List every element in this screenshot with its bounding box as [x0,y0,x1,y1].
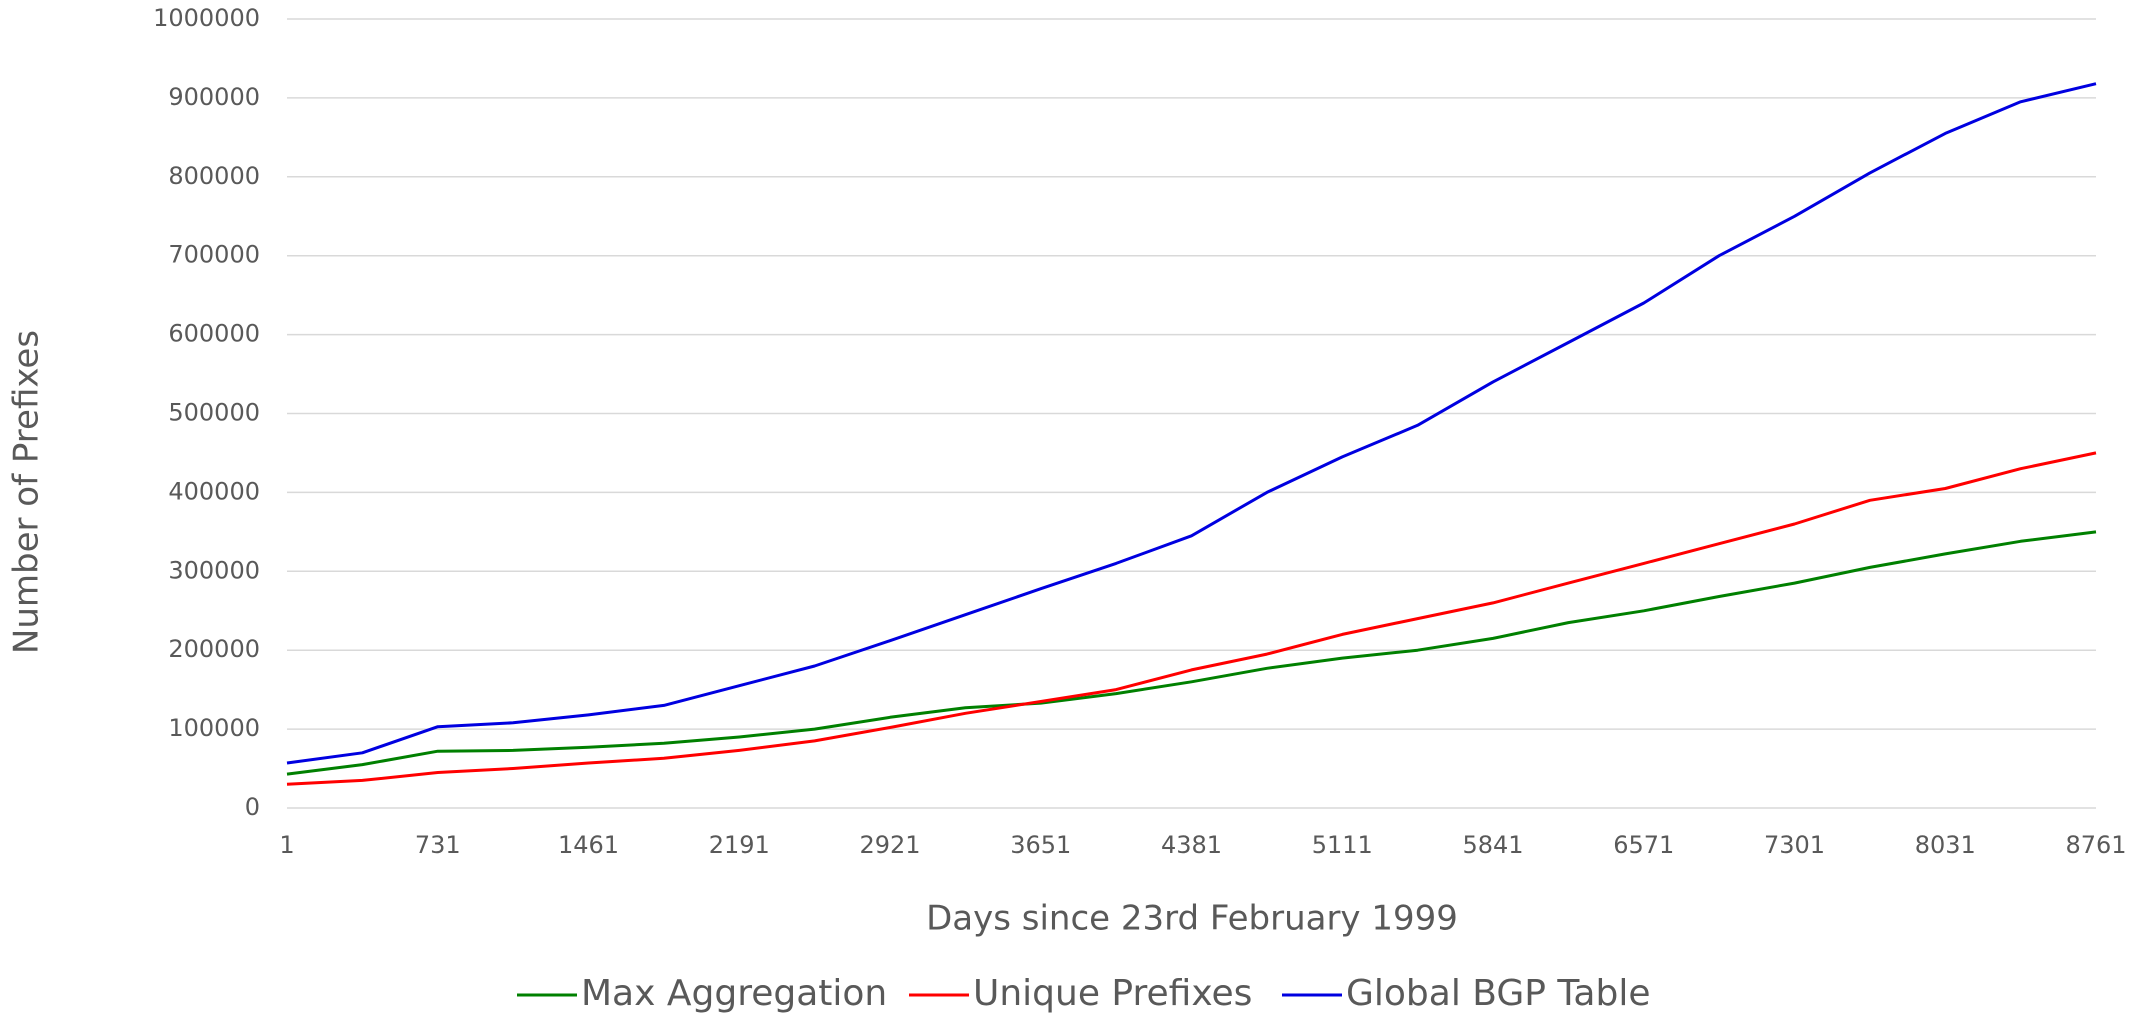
x-tick-label: 6571 [1613,831,1674,859]
series-line [286,530,2097,776]
legend-label: Unique Prefixes [973,973,1252,1014]
series-line [286,451,2097,786]
x-tick-label: 5111 [1312,831,1373,859]
series-line [286,82,2097,765]
x-tick-label: 1461 [558,831,619,859]
x-tick-label: 7301 [1764,831,1825,859]
x-tick-label: 5841 [1462,831,1523,859]
y-tick-label: 1000000 [153,4,260,32]
y-tick-label: 0 [245,793,260,821]
x-tick-label: 4381 [1161,831,1222,859]
y-tick-label: 100000 [168,714,260,742]
x-tick-label: 8761 [2065,831,2126,859]
x-tick-label: 1 [279,831,294,859]
y-tick-label: 300000 [168,556,260,584]
x-tick-label: 8031 [1915,831,1976,859]
x-tick-label: 3651 [1010,831,1071,859]
y-tick-label: 600000 [168,320,260,348]
x-tick-label: 2921 [859,831,920,859]
y-tick-label: 900000 [168,83,260,111]
y-tick-label: 800000 [168,162,260,190]
legend-label: Max Aggregation [581,973,887,1014]
y-tick-label: 400000 [168,477,260,505]
y-tick-label: 200000 [168,635,260,663]
y-tick-label: 500000 [168,399,260,427]
legend-label: Global BGP Table [1346,973,1651,1014]
x-tick-label: 2191 [709,831,770,859]
y-tick-label: 700000 [168,241,260,269]
x-axis-title: Days since 23rd February 1999 [926,899,1458,939]
x-tick-label: 731 [415,831,461,859]
y-axis-title: Number of Prefixes [7,330,47,654]
